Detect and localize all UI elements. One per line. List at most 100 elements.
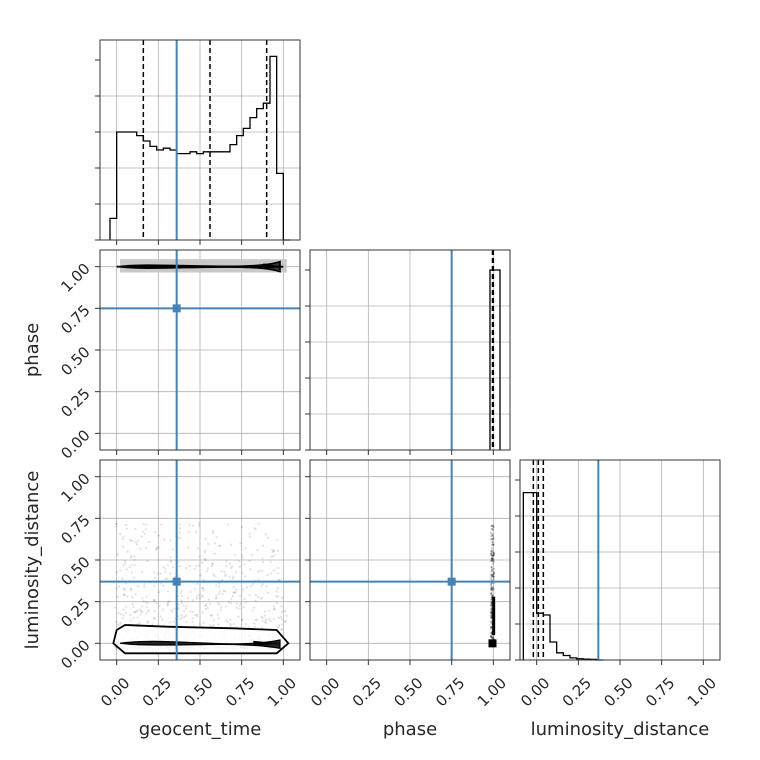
scatter-point xyxy=(207,542,210,545)
scatter-point xyxy=(229,618,232,621)
scatter-point xyxy=(139,547,142,550)
scatter-point xyxy=(491,569,494,572)
truth-marker-geocent_time-vs-luminosity_distance xyxy=(172,577,181,586)
scatter-point xyxy=(168,621,172,624)
scatter-point xyxy=(195,595,198,598)
scatter-point xyxy=(281,596,284,599)
scatter-point xyxy=(493,560,496,563)
y-tick-label-phase-2: 0.50 xyxy=(57,343,93,379)
scatter-point xyxy=(201,586,204,589)
x-tick-label-geocent_time-2: 0.50 xyxy=(180,674,216,710)
scatter-point xyxy=(241,618,244,621)
scatter-point xyxy=(152,617,155,620)
scatter-point xyxy=(155,547,158,551)
scatter-point xyxy=(214,597,217,600)
scatter-point xyxy=(491,559,494,562)
scatter-point xyxy=(225,564,228,567)
scatter-point xyxy=(490,611,493,614)
scatter-point xyxy=(171,548,175,551)
scatter-point xyxy=(229,624,232,627)
scatter-point xyxy=(254,625,257,628)
scatter-point xyxy=(147,540,151,544)
scatter-point xyxy=(206,567,209,570)
scatter-point xyxy=(122,614,125,617)
scatter-point xyxy=(140,570,143,574)
scatter-point xyxy=(490,549,493,552)
scatter-point xyxy=(260,584,263,588)
scatter-point xyxy=(116,595,119,598)
scatter-point xyxy=(490,576,493,579)
scatter-point xyxy=(124,523,128,527)
scatter-point xyxy=(241,571,244,575)
scatter-point xyxy=(249,568,252,571)
scatter-point xyxy=(124,612,128,615)
scatter-point xyxy=(250,584,253,588)
scatter-point xyxy=(490,625,493,628)
scatter-point xyxy=(223,570,226,573)
scatter-point xyxy=(166,603,170,606)
scatter-point xyxy=(272,608,275,611)
scatter-point xyxy=(490,612,493,615)
y-tick-label-phase-3: 0.75 xyxy=(57,301,93,337)
y-tick-label-luminosity_distance-4: 1.00 xyxy=(57,470,93,506)
scatter-point xyxy=(160,618,164,621)
scatter-point xyxy=(170,560,173,563)
scatter-point xyxy=(248,559,251,562)
scatter-point xyxy=(177,603,180,606)
scatter-point xyxy=(491,538,494,541)
scatter-point xyxy=(272,554,275,557)
scatter-point xyxy=(145,546,148,549)
scatter-point xyxy=(491,550,494,553)
scatter-point xyxy=(179,523,182,526)
x-tick-label-luminosity_distance-1: 0.25 xyxy=(559,674,595,710)
scatter-point xyxy=(147,609,151,612)
scatter-point xyxy=(490,611,493,614)
scatter-point xyxy=(131,602,134,606)
scatter-point xyxy=(121,617,124,620)
scatter-point xyxy=(493,567,496,570)
scatter-point xyxy=(235,602,238,605)
scatter-point xyxy=(492,574,495,577)
scatter-point xyxy=(158,605,161,608)
scatter-point xyxy=(115,647,118,650)
scatter-point xyxy=(206,606,209,610)
scatter-point xyxy=(272,550,275,554)
scatter-point xyxy=(491,553,494,556)
scatter-point xyxy=(194,530,198,534)
scatter-point xyxy=(118,623,121,626)
scatter-point xyxy=(490,598,493,601)
scatter-point xyxy=(115,571,118,574)
scatter-point xyxy=(248,532,251,535)
scatter-point xyxy=(491,554,494,557)
scatter-point xyxy=(115,525,118,528)
scatter-point xyxy=(226,523,229,526)
scatter-point xyxy=(137,585,140,588)
scatter-point xyxy=(198,622,202,626)
scatter-point xyxy=(212,531,215,535)
scatter-point xyxy=(489,592,492,595)
scatter-point xyxy=(189,590,192,593)
x-tick-label-phase-1: 0.25 xyxy=(349,674,385,710)
scatter-point xyxy=(490,632,493,635)
scatter-point xyxy=(490,615,493,618)
scatter-point xyxy=(121,537,124,541)
scatter-point xyxy=(490,551,493,554)
scatter-point xyxy=(276,626,280,629)
histogram-phase xyxy=(489,269,501,450)
scatter-point xyxy=(281,610,284,614)
scatter-point xyxy=(213,574,217,578)
scatter-point xyxy=(257,596,260,599)
scatter-point xyxy=(157,546,160,549)
y-axis-label-phase: phase xyxy=(22,323,43,377)
scatter-point xyxy=(280,628,283,631)
scatter-point xyxy=(204,537,208,540)
scatter-point xyxy=(166,604,169,607)
scatter-point xyxy=(198,564,201,567)
scatter-point xyxy=(211,562,214,566)
scatter-point xyxy=(275,590,278,593)
scatter-point xyxy=(489,604,492,607)
scatter-point xyxy=(131,539,134,542)
scatter-point xyxy=(491,559,494,562)
scatter-point xyxy=(217,592,220,596)
scatter-point xyxy=(491,558,494,561)
